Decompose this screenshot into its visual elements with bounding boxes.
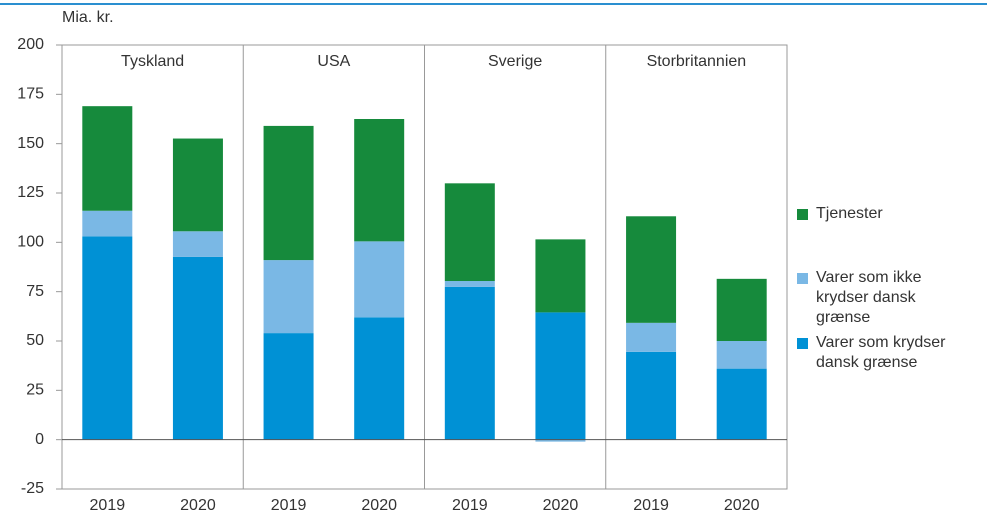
y-tick-label: 200 [17,36,44,53]
bar-segment [535,239,586,313]
bar-segment [172,231,223,257]
bar-segment [535,439,586,442]
bar-segment [263,333,314,440]
bar-segment [444,286,495,440]
x-tick-label: 2019 [90,497,126,514]
x-tick-label: 2020 [543,497,579,514]
legend-label: Tjenester [816,205,883,222]
legend-swatch [797,273,808,284]
bar-segment [263,125,314,261]
group-label: Tyskland [121,53,184,70]
y-tick-label: 75 [26,283,44,300]
y-tick-label: 100 [17,234,44,251]
bar-segment [444,183,495,282]
legend-swatch [797,338,808,349]
legend-label: Varer som krydser dansk grænse [816,334,946,371]
legend-item: Tjenester [797,204,972,224]
x-tick-label: 2019 [271,497,307,514]
bar-segment [354,317,405,440]
bar-segment [626,216,677,323]
bar-segment [716,341,767,369]
y-tick-label: 125 [17,184,44,201]
group-label: USA [317,53,350,70]
x-tick-label: 2019 [633,497,669,514]
bar-segment [263,260,314,334]
bar-segment [354,241,405,318]
bar-segment [82,236,133,440]
y-tick-label: 50 [26,332,44,349]
y-tick-label: -25 [21,480,44,497]
bar-segment [626,351,677,440]
x-tick-label: 2020 [361,497,397,514]
bar-segment [444,281,495,287]
x-tick-label: 2020 [724,497,760,514]
y-axis-label: Mia. kr. [62,9,114,26]
y-tick-label: 0 [35,431,44,448]
bar-segment [172,256,223,440]
legend-item: Varer som krydser dansk grænse [797,333,972,373]
group-label: Sverige [488,53,542,70]
x-tick-label: 2020 [180,497,216,514]
legend-item: Varer som ikke krydser dansk grænse [797,268,972,328]
bar-segment [82,106,133,211]
bar-segment [82,210,133,237]
bar-segment [626,322,677,352]
bar-segment [535,312,586,440]
bar-segment [172,138,223,232]
bar-segment [354,119,405,242]
x-tick-label: 2019 [452,497,488,514]
bar-segment [716,368,767,440]
bar-segment [716,278,767,341]
y-tick-label: 25 [26,382,44,399]
legend-label: Varer som ikke krydser dansk grænse [816,269,922,326]
legend-swatch [797,209,808,220]
y-tick-label: 150 [17,135,44,152]
y-tick-label: 175 [17,86,44,103]
group-label: Storbritannien [647,53,747,70]
